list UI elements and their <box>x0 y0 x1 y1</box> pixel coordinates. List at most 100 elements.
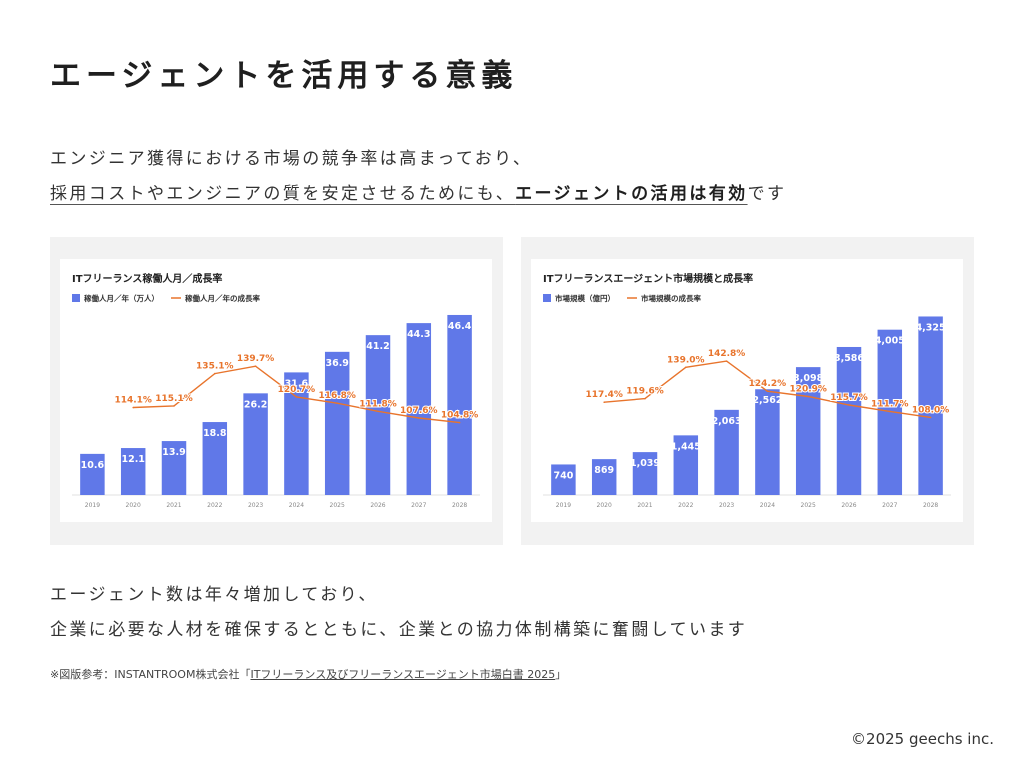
growth-rate-label: 108.0% <box>912 405 950 415</box>
bar-value-label: 2,562 <box>752 395 782 406</box>
legend-label-bar: 稼働人月／年（万人） <box>84 293 159 303</box>
growth-point-2020 <box>603 401 605 404</box>
x-tick-label: 2019 <box>556 502 571 509</box>
bar-2025 <box>795 367 821 495</box>
bar-value-label: 869 <box>594 465 614 476</box>
lead-line-1: エンジニア獲得における市場の競争率は高まっており、 <box>50 149 533 169</box>
bar-value-label: 740 <box>553 470 573 481</box>
growth-point-2028 <box>458 421 461 424</box>
legend-label-line: 稼働人月／年の成長率 <box>185 293 260 303</box>
bar-2020 <box>120 448 146 495</box>
lead-bold-text: エージェントの活用は有効 <box>515 184 748 204</box>
body-line-1: エージェント数は年々増加しており、 <box>50 585 378 605</box>
chart-panel-market: ITフリーランスエージェント市場規模と成長率 市場規模（億円） 市場規模の成長率 74… <box>521 237 974 545</box>
bar-value-label: 1,039 <box>630 458 660 469</box>
bar-value-label: 13.9 <box>162 447 185 458</box>
bar-2022 <box>673 435 699 495</box>
bar-2024 <box>284 372 309 495</box>
growth-point-2025 <box>807 395 809 398</box>
x-tick-label: 2021 <box>166 502 181 509</box>
x-tick-label: 2026 <box>841 502 856 509</box>
bar-2026 <box>365 335 391 495</box>
growth-rate-label: 115.7% <box>830 393 868 403</box>
x-tick-label: 2028 <box>452 502 467 509</box>
growth-rate-label: 120.9% <box>789 385 827 395</box>
chart-card-market: ITフリーランスエージェント市場規模と成長率 市場規模（億円） 市場規模の成長率 74… <box>531 259 963 522</box>
bar-value-label: 46.4 <box>448 321 472 332</box>
bar-value-label: 4,005 <box>875 336 905 347</box>
lead-tail-text: です <box>747 184 787 204</box>
x-tick-label: 2027 <box>882 502 897 509</box>
growth-rate-label: 139.0% <box>667 355 705 365</box>
growth-point-2022 <box>214 372 216 375</box>
growth-rate-label: 104.8% <box>441 411 479 421</box>
bar-value-label: 10.6 <box>81 460 105 471</box>
bar-2024 <box>755 389 780 495</box>
growth-point-2022 <box>685 366 687 369</box>
body-line-2: 企業に必要な人材を確保するとともに、企業との協力体制構築に奮闘しています <box>50 620 748 640</box>
chart-title: ITフリーランス稼働人月／成長率 <box>72 272 222 285</box>
source-suffix: 」 <box>555 668 567 681</box>
growth-point-2020 <box>132 406 134 409</box>
growth-rate-label: 116.8% <box>318 391 356 401</box>
bar-2027 <box>406 323 432 495</box>
page-title: エージェントを活用する意義 <box>50 58 518 94</box>
growth-point-2026 <box>848 404 850 406</box>
growth-point-2025 <box>336 402 339 404</box>
x-tick-label: 2027 <box>411 502 426 509</box>
bar-value-label: 1,445 <box>671 441 701 452</box>
bar-value-label: 18.8 <box>203 428 227 439</box>
x-tick-label: 2023 <box>248 502 263 509</box>
bar-value-label: 12.1 <box>121 454 144 465</box>
growth-rate-label: 135.1% <box>196 362 234 372</box>
growth-rate-label: 111.8% <box>359 399 397 409</box>
chart-panel-workers: ITフリーランス稼働人月／成長率稼働人月／年（万人） 稼働人月／年の成長率 10.6… <box>50 237 503 545</box>
growth-point-2027 <box>418 417 420 419</box>
lead-underlined-text: 採用コストやエンジニアの質を安定させるためにも、エージェントの活用は有効 <box>50 184 748 204</box>
bar-2019 <box>551 464 576 495</box>
growth-point-2027 <box>889 410 891 413</box>
bar-2023 <box>714 409 739 495</box>
bar-value-label: 4,325 <box>916 322 946 333</box>
chart-card-workers: ITフリーランス稼働人月／成長率稼働人月／年（万人） 稼働人月／年の成長率 10.6… <box>60 259 492 522</box>
legend-swatch-bar <box>543 294 551 302</box>
bar-2023 <box>243 393 268 495</box>
bar-value-label: 44.3 <box>407 329 430 340</box>
growth-point-2021 <box>173 405 175 407</box>
growth-rate-label: 117.4% <box>585 390 623 400</box>
bar-value-label: 26.2 <box>244 399 267 410</box>
growth-point-2021 <box>644 397 646 400</box>
x-tick-label: 2025 <box>801 502 816 509</box>
bar-2026 <box>836 346 862 495</box>
growth-point-2024 <box>766 390 769 393</box>
x-tick-label: 2020 <box>597 502 612 509</box>
growth-rate-label: 119.6% <box>626 387 664 397</box>
legend-label-bar: 市場規模（億円） <box>555 293 615 303</box>
x-tick-label: 2020 <box>126 502 141 509</box>
growth-point-2024 <box>295 396 298 398</box>
bar-value-label: 3,586 <box>834 353 864 364</box>
growth-point-2023 <box>254 365 257 367</box>
x-tick-label: 2025 <box>330 502 345 509</box>
bar-2022 <box>202 422 228 495</box>
bar-value-label: 41.2 <box>366 341 389 352</box>
x-tick-label: 2028 <box>923 502 938 509</box>
legend-swatch-bar <box>72 294 80 302</box>
bar-2028 <box>447 314 472 495</box>
legend-label-line: 市場規模の成長率 <box>641 293 701 303</box>
bar-value-label: 2,063 <box>712 416 742 427</box>
growth-rate-label: 120.7% <box>278 385 316 395</box>
growth-rate-label: 115.1% <box>155 394 193 404</box>
x-tick-label: 2026 <box>370 502 385 509</box>
growth-rate-label: 114.1% <box>114 396 152 406</box>
bar-2025 <box>324 351 350 495</box>
x-tick-label: 2021 <box>637 502 652 509</box>
growth-rate-label: 111.7% <box>871 399 909 409</box>
x-tick-label: 2019 <box>85 502 100 509</box>
x-tick-label: 2022 <box>678 502 693 509</box>
source-link[interactable]: ITフリーランス及びフリーランスエージェント市場白書 2025 <box>250 668 556 681</box>
bar-value-label: 31.6 <box>285 378 309 389</box>
growth-rate-label: 142.8% <box>708 349 746 359</box>
bar-value-label: 3,098 <box>793 373 823 384</box>
